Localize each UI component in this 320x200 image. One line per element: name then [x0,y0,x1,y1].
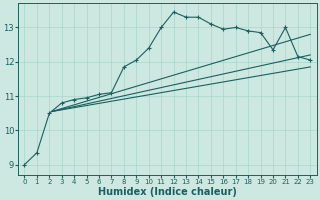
X-axis label: Humidex (Indice chaleur): Humidex (Indice chaleur) [98,187,237,197]
